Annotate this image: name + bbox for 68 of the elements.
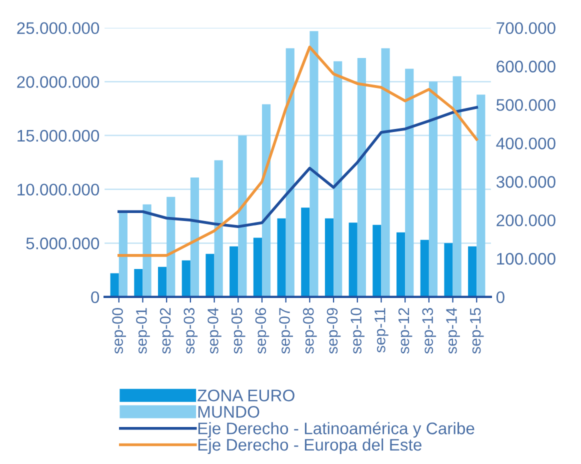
x-tick-label: sep-13 — [422, 308, 436, 354]
y-tick-label: 20.000.000 — [17, 76, 100, 88]
x-tick-label: sep-07 — [279, 308, 293, 354]
y2-tick-label: 500.000 — [496, 99, 556, 111]
bar — [158, 266, 167, 297]
y2-tick-label: 700.000 — [496, 22, 556, 34]
bar — [428, 82, 438, 297]
bar — [468, 246, 477, 297]
bar — [182, 260, 190, 297]
x-tick-label: sep-05 — [231, 308, 246, 354]
x-tick-label: sep-12 — [398, 308, 412, 354]
bar — [444, 243, 453, 297]
bar — [230, 246, 238, 297]
bar — [238, 135, 247, 297]
x-tick-label: sep-03 — [184, 308, 198, 354]
legend-label: MUNDO — [198, 406, 260, 418]
y2-tick-label: 100.000 — [497, 252, 556, 265]
x-tick-label: sep-10 — [350, 308, 365, 354]
bar — [301, 208, 310, 297]
line-series — [118, 106, 478, 228]
bar — [206, 254, 214, 297]
bar — [286, 48, 294, 297]
bar — [396, 232, 406, 297]
y-tick-label: 25.000.000 — [17, 22, 100, 34]
bar — [253, 238, 262, 297]
bar — [334, 61, 342, 297]
bar — [452, 76, 462, 297]
legend-label: Eje Derecho - Latinoamérica y Caribe — [198, 422, 474, 438]
y-tick-label: 5.000.000 — [26, 238, 100, 250]
bar — [420, 240, 429, 297]
x-tick-label: sep-01 — [136, 308, 150, 354]
bar — [310, 31, 318, 297]
x-tick-label: sep-04 — [208, 308, 222, 354]
x-tick-label: sep-08 — [302, 308, 317, 354]
bar — [405, 68, 414, 297]
bar — [277, 218, 286, 297]
y-tick-label: 0 — [91, 291, 100, 304]
x-tick-label: sep-00 — [112, 308, 126, 354]
bar — [142, 204, 152, 297]
bar — [476, 94, 486, 297]
x-tick-label: sep-15 — [470, 308, 484, 354]
bar — [214, 160, 223, 297]
y2-tick-label: 400.000 — [496, 138, 556, 150]
bar — [110, 273, 119, 297]
y-tick-label: 15.000.000 — [18, 130, 100, 142]
bar — [166, 196, 176, 297]
legend-label: ZONA EURO — [198, 390, 294, 402]
x-tick-label: sep-14 — [446, 308, 460, 354]
y-tick-label: 10.000.000 — [18, 184, 100, 196]
bar — [118, 212, 128, 297]
bar — [372, 224, 382, 297]
bar — [381, 48, 390, 297]
y2-tick-label: 0 — [496, 291, 504, 304]
y2-tick-label: 600.000 — [496, 60, 556, 72]
y2-tick-label: 200.000 — [496, 214, 556, 226]
y2-tick-label: 300.000 — [496, 176, 556, 188]
bar — [348, 222, 358, 297]
legend-label: Eje Derecho - Europa del Este — [198, 438, 422, 454]
bar — [190, 177, 200, 297]
x-tick-label: sep-11 — [374, 308, 388, 353]
bar — [262, 104, 271, 297]
x-tick-label: sep-09 — [326, 308, 341, 354]
bar — [134, 268, 143, 297]
x-tick-label: sep-06 — [255, 308, 270, 354]
x-tick-label: sep-02 — [160, 308, 174, 354]
bar — [357, 58, 366, 297]
bar — [324, 218, 334, 297]
line-series — [118, 46, 478, 257]
